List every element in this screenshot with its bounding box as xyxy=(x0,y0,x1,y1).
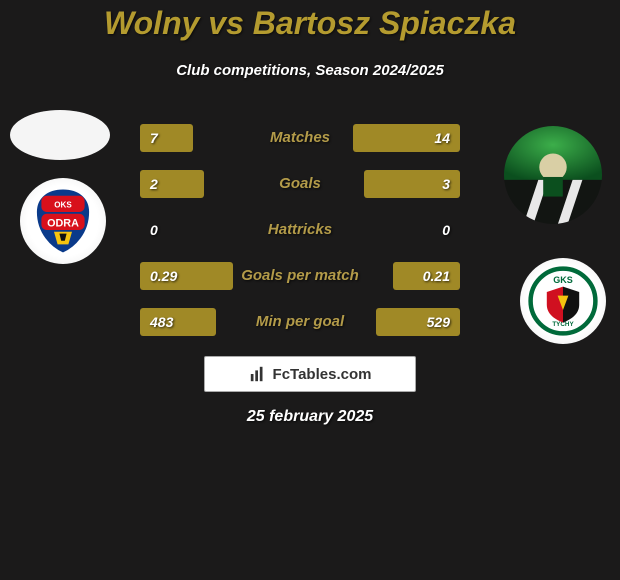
brand-badge[interactable]: FcTables.com xyxy=(204,356,416,392)
bars-icon xyxy=(249,365,267,383)
brand-text: FcTables.com xyxy=(273,366,372,383)
crest-right: GKS TYCHY xyxy=(520,258,606,344)
player-left-avatar xyxy=(10,110,110,160)
stat-row-mpg: 483 529 Min per goal xyxy=(140,308,460,336)
odra-crest-icon: OKS ODRA xyxy=(27,185,99,257)
stat-label: Goals xyxy=(140,170,460,198)
stat-row-gpm: 0.29 0.21 Goals per match xyxy=(140,262,460,290)
subtitle: Club competitions, Season 2024/2025 xyxy=(0,62,620,79)
page-title: Wolny vs Bartosz Spiaczka xyxy=(0,5,620,42)
stat-row-matches: 7 14 Matches xyxy=(140,124,460,152)
stat-label: Hattricks xyxy=(140,216,460,244)
svg-text:OKS: OKS xyxy=(54,201,72,210)
crest-left-text: ODRA xyxy=(47,217,79,229)
stat-row-goals: 2 3 Goals xyxy=(140,170,460,198)
stat-label: Min per goal xyxy=(140,308,460,336)
stat-label: Matches xyxy=(140,124,460,152)
gks-crest-icon: GKS TYCHY xyxy=(527,265,599,337)
stat-row-hattricks: 0 0 Hattricks xyxy=(140,216,460,244)
stats-block: 7 14 Matches 2 3 Goals 0 0 Hattricks 0.2… xyxy=(140,124,460,354)
crest-left: OKS ODRA xyxy=(20,178,106,264)
date-text: 25 february 2025 xyxy=(0,408,620,426)
stat-label: Goals per match xyxy=(140,262,460,290)
player-right-avatar xyxy=(504,126,602,224)
crest-right-text: GKS xyxy=(553,275,573,285)
